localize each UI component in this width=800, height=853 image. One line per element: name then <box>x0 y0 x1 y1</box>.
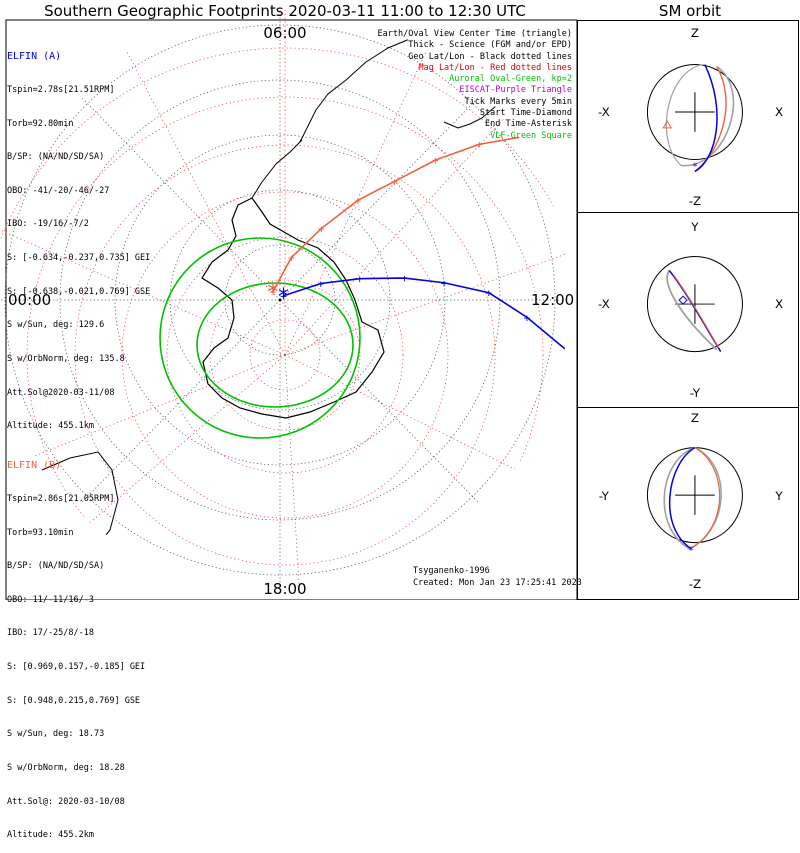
footprint-tick-b: + <box>270 286 277 299</box>
footprint-tick-b: + <box>476 138 483 151</box>
legend-item: Auroral Oval-Green, kp=2 <box>449 74 572 85</box>
footprint-tick-a: + <box>441 277 448 290</box>
legend-item: Tick Marks every 5min <box>464 96 572 107</box>
sat-a-info: ELFIN (A) Tspin=2.78s[21.51RPM] Torb=92.… <box>7 29 150 444</box>
sat-a-line: S w/OrbNorm, deg: 135.8 <box>7 353 125 364</box>
legend-item: Mag Lat/Lon - Red dotted lines <box>418 62 572 73</box>
legend: Earth/Oval View Center Time (triangle) T… <box>378 29 572 142</box>
sat-b-name: ELFIN (B) <box>7 460 62 472</box>
sat-a-line: Tspin=2.78s[21.51RPM] <box>7 85 115 96</box>
sat-a-line: OBO: -41/-20/-46/-27 <box>7 185 110 196</box>
footprint-tick-b: + <box>355 194 362 207</box>
footprint-tick-a: + <box>356 273 363 286</box>
sat-b-line: S: [0.969,0.157,-0.185] GEI <box>7 662 146 673</box>
footprint-tick-a: + <box>564 345 571 358</box>
footprint-map: +++++++++*+++++++++* 06:00 00:00 12:00 1… <box>0 9 577 600</box>
axis-label-left: -X <box>598 105 610 119</box>
legend-item: EISCAT-Purple Triangle <box>459 85 572 96</box>
legend-item: Earth/Oval View Center Time (triangle) <box>377 29 572 39</box>
legend-item: End Time-Asterisk <box>485 119 572 130</box>
sat-a-line: Torb=92.80min <box>7 118 74 129</box>
sat-b-line: IBO: 17/-25/8/-18 <box>7 628 94 639</box>
sat-b-line: Att.Sol@: 2020-03-10/08 <box>7 796 125 807</box>
axis-label-bottom: -Z <box>689 194 701 208</box>
sat-b-line: S w/OrbNorm, deg: 18.28 <box>7 762 125 773</box>
footprint-tick-a: + <box>401 272 408 285</box>
footprint-trace-b <box>272 134 566 292</box>
axis-label-left: -X <box>598 297 610 311</box>
axis-label-bottom: -Z <box>689 577 701 591</box>
hour-label-top: 06:00 <box>263 24 306 42</box>
legend-item: VLF-Green Square <box>490 130 572 141</box>
axis-label-right: Y <box>774 489 783 503</box>
created-label: Created: Mon Jan 23 17:25:41 2023 <box>413 578 582 588</box>
sm-orbit-title: SM orbit <box>658 2 722 20</box>
svg-text:*: * <box>692 161 698 172</box>
axis-label-left: -Y <box>599 489 610 503</box>
axis-label-top: Z <box>691 411 699 425</box>
sat-b-line: Torb=93.10min <box>7 527 74 538</box>
sat-b-line: Tspin=2.86s[21.05RPM] <box>7 494 115 505</box>
footprint-tick-a: + <box>280 290 287 303</box>
hour-label-right: 12:00 <box>531 291 574 309</box>
axis-label-bottom: -Y <box>690 386 701 400</box>
axis-label-right: X <box>775 297 783 311</box>
sat-b-line: Altitude: 455.2km <box>7 830 94 841</box>
sat-a-line: Att.Sol@2020-03-11/08 <box>7 387 115 398</box>
credits: Tsyganenko-1996 Created: Mon Jan 23 17:25… <box>413 565 582 589</box>
end-time-asterisk: * <box>266 281 279 306</box>
sat-a-line: IBO: -19/16/-7/2 <box>7 219 89 230</box>
legend-item: Geo Lat/Lon - Black dotted lines <box>408 51 572 62</box>
sat-a-name: ELFIN (A) <box>7 51 62 63</box>
sat-a-line: S: [-0.634,-0.237,0.735] GEI <box>7 253 151 264</box>
antarctica-coastline <box>201 197 385 419</box>
hour-label-bottom: 18:00 <box>263 580 306 598</box>
legend-item: Start Time-Diamond <box>479 108 572 119</box>
antarctic-peninsula <box>251 139 303 199</box>
sat-a-line: Altitude: 455.1km <box>7 421 94 432</box>
hour-label-left: 00:00 <box>8 291 51 309</box>
sm-orbit-panel-yz: Z -Z -Y Y * <box>577 407 799 600</box>
axis-label-top: Y <box>690 220 699 234</box>
axis-label-right: X <box>775 105 783 119</box>
sat-b-info: ELFIN (B) Tspin=2.86s[21.05RPM] Torb=93.… <box>7 438 145 853</box>
sat-a-line: S w/Sun, deg: 129.6 <box>7 320 105 331</box>
sat-a-line: B/SP: (NA/ND/SD/SA) <box>7 152 105 163</box>
auroral-oval-inner <box>196 282 354 408</box>
sat-b-line: S: [0.948,0.215,0.769] GSE <box>7 695 141 706</box>
sm-orbit-panel-xz: Z -Z -X X * <box>577 20 799 213</box>
end-time-asterisk: * <box>277 285 290 310</box>
model-label: Tsyganenko-1996 <box>413 566 490 576</box>
sm-orbit-panel-xy: Y -Y -X X <box>577 212 799 408</box>
sat-b-line: OBO: 11/-11/16/-3 <box>7 594 94 605</box>
footprint-tick-a: + <box>524 311 531 324</box>
footprint-tick-a: + <box>317 278 324 291</box>
svg-text:*: * <box>688 545 694 556</box>
sat-b-line: S w/Sun, deg: 18.73 <box>7 729 105 740</box>
sat-a-line: S: [-0.638,-0.021,0.769] GSE <box>7 286 151 297</box>
footprint-tick-b: + <box>391 175 398 188</box>
footprint-trace-a <box>283 277 569 403</box>
footprint-tick-a: + <box>486 287 493 300</box>
auroral-oval-outer <box>159 237 361 439</box>
sat-b-line: B/SP: (NA/ND/SD/SA) <box>7 561 105 572</box>
axis-label-top: Z <box>691 26 699 40</box>
footprint-tick-b: + <box>288 251 295 264</box>
footprint-tick-b: + <box>432 154 439 167</box>
footprint-tick-b: + <box>318 223 325 236</box>
legend-item: Thick - Science (FGM and/or EPD) <box>408 40 572 51</box>
